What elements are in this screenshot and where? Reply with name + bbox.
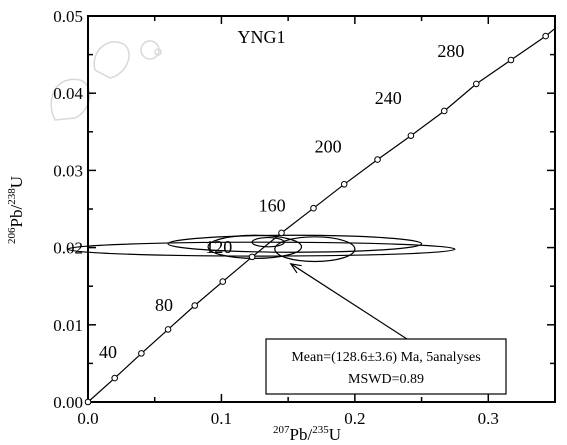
concordia-point <box>472 80 480 88</box>
y-label-main1: Pb/ <box>7 205 26 228</box>
concordia-point <box>374 156 381 163</box>
concordia-point <box>248 253 256 261</box>
y-label-sup1: 206 <box>6 227 18 244</box>
y-tick-label: 0.01 <box>53 316 83 335</box>
concordia-point <box>507 56 515 64</box>
axis-ticks <box>87 15 556 403</box>
arrow <box>289 262 416 345</box>
age-label: 120 <box>205 237 232 257</box>
y-tick-label: 0.00 <box>53 393 83 412</box>
age-label: 280 <box>437 41 464 61</box>
age-label: 200 <box>315 137 342 157</box>
concordia-point <box>191 302 199 309</box>
x-label-sup2: 235 <box>312 424 329 436</box>
age-label: 240 <box>375 88 402 108</box>
concordia-point <box>84 398 92 406</box>
x-tick-label: 0.0 <box>77 409 98 428</box>
x-axis-label: 207Pb/235U <box>273 424 341 444</box>
concordia-point <box>310 204 317 212</box>
x-label-main1: Pb/ <box>290 425 313 444</box>
concordia-point <box>340 180 348 188</box>
age-label: 40 <box>99 342 117 362</box>
concordia-point <box>164 326 172 333</box>
concordia-point <box>111 374 118 382</box>
y-label-sup2: 238 <box>6 188 18 205</box>
annotation-mswd: MSWD=0.89 <box>348 372 424 387</box>
annotation-box: Mean=(128.6±3.6) Ma, 5analyses MSWD=0.89 <box>265 338 507 395</box>
age-label: 160 <box>259 195 286 215</box>
age-labels: 40 80 120 160 200 240 280 <box>99 41 464 362</box>
concordia-point <box>219 278 227 285</box>
concordia-point <box>138 350 145 357</box>
error-ellipse <box>251 236 285 248</box>
annotation-frame <box>265 338 507 395</box>
error-ellipse <box>274 236 356 263</box>
watermark <box>50 40 162 121</box>
age-label: 80 <box>155 295 173 315</box>
y-tick-label: 0.03 <box>53 161 83 180</box>
concordia-points <box>84 32 549 406</box>
error-ellipse <box>67 241 456 257</box>
y-axis-label: 206Pb/238U <box>6 176 26 244</box>
x-tick-label: 0.1 <box>211 409 232 428</box>
concordia-point <box>542 32 549 40</box>
y-label-main2: U <box>7 176 26 188</box>
x-tick-label: 0.2 <box>344 409 365 428</box>
y-tick-label: 0.02 <box>53 239 83 258</box>
concordia-point <box>440 107 448 115</box>
concordia-point <box>278 229 285 237</box>
concordia-point <box>407 132 415 139</box>
arrow-line <box>290 263 416 345</box>
x-label-main2: U <box>329 425 341 444</box>
axis-tick-labels: 0.0 0.1 0.2 0.3 0.00 0.01 0.02 0.03 0.04 0.05 <box>53 7 499 428</box>
x-tick-label: 0.3 <box>478 409 499 428</box>
error-ellipses <box>67 234 456 263</box>
arrow-head <box>289 262 302 274</box>
annotation-mean: Mean=(128.6±3.6) Ma, 5analyses <box>291 350 480 365</box>
y-tick-label: 0.05 <box>53 7 83 26</box>
x-label-sup1: 207 <box>273 424 290 436</box>
chart-title: YNG1 <box>237 27 285 47</box>
y-tick-label: 0.04 <box>53 84 83 103</box>
